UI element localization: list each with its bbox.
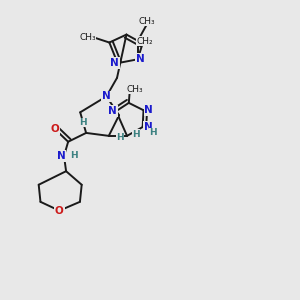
Text: N: N: [102, 92, 111, 101]
Text: H: H: [149, 128, 157, 137]
Text: O: O: [51, 124, 60, 134]
Text: N: N: [136, 54, 144, 64]
Text: H: H: [132, 130, 140, 139]
Text: N: N: [57, 151, 65, 161]
Text: CH₃: CH₃: [139, 16, 155, 26]
Text: N: N: [108, 106, 117, 116]
Text: O: O: [55, 206, 64, 216]
Text: CH₂: CH₂: [137, 37, 153, 46]
Text: H: H: [79, 118, 86, 127]
Text: H: H: [116, 133, 124, 142]
Text: N: N: [110, 58, 119, 68]
Text: N: N: [144, 122, 152, 132]
Text: CH₃: CH₃: [127, 85, 144, 94]
Text: H: H: [70, 152, 78, 160]
Text: N: N: [144, 105, 153, 115]
Text: CH₃: CH₃: [79, 33, 96, 42]
